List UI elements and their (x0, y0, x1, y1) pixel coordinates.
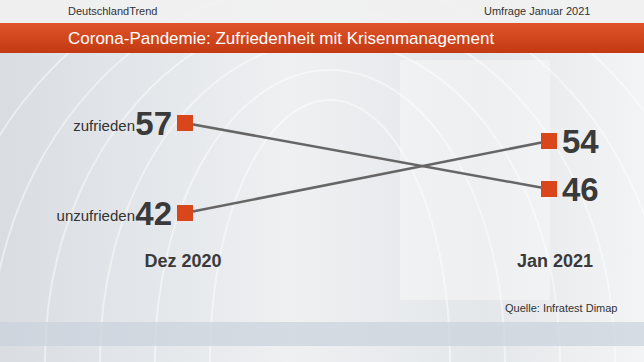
category-label: Dez 2020 (144, 251, 221, 271)
title: Corona-Pandemie: Zufriedenheit mit Krise… (68, 29, 494, 48)
title-bar (0, 23, 644, 53)
data-label: 42 (135, 195, 172, 232)
data-label: 54 (562, 123, 599, 160)
data-label: 57 (135, 105, 172, 142)
series-line (185, 123, 549, 189)
data-label: 46 (562, 171, 599, 208)
background-decoration (0, 0, 644, 362)
series-line (185, 141, 549, 213)
series-name: unzufrieden (57, 207, 135, 224)
bottom-band (0, 322, 644, 346)
marker (177, 205, 193, 221)
category-label: Jan 2021 (517, 251, 593, 271)
source: Quelle: Infratest Dimap (505, 302, 618, 314)
header: DeutschlandTrend (68, 5, 157, 17)
background (0, 0, 644, 362)
marker (541, 181, 557, 197)
marker (177, 115, 193, 131)
chart: DeutschlandTrend Umfrage Januar 2021 Coron… (0, 0, 644, 362)
survey: Umfrage Januar 2021 (484, 5, 590, 17)
series-name: zufrieden (73, 117, 135, 134)
marker (541, 133, 557, 149)
plot-area (177, 115, 557, 221)
header-bar (0, 0, 644, 23)
